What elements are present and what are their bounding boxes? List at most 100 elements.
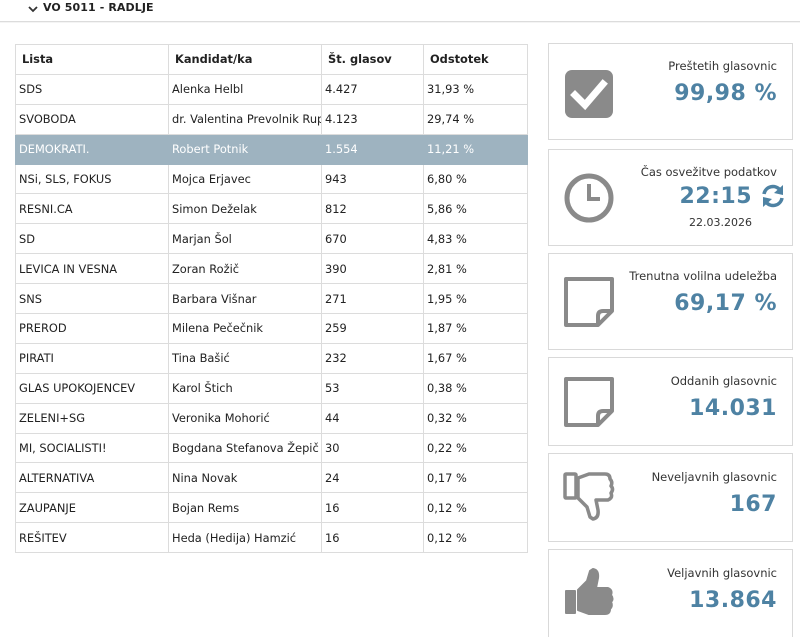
table-row: REŠITEV Heda (Hedija) Hamzić 16 0,12 % — [15, 522, 528, 554]
table-row: SDS Alenka Helbl 4.427 31,93 % — [15, 73, 528, 105]
cell-lista: MI, SOCIALISTI! — [15, 432, 169, 464]
column-header-kandidat: Kandidat/ka — [168, 44, 322, 75]
cell-kandidat: Tina Bašić — [168, 342, 322, 374]
cell-lista: SVOBODA — [15, 103, 169, 135]
cell-odstotek: 0,22 % — [423, 432, 528, 464]
cell-lista: NSi, SLS, FOKUS — [15, 163, 169, 195]
results-table: Lista Kandidat/ka Št. glasov Odstotek SD… — [15, 44, 528, 554]
counted-ballots-label: Preštetih glasovnic — [668, 59, 777, 73]
cell-odstotek: 0,17 % — [423, 462, 528, 494]
invalid-ballots-label: Neveljavnih glasovnic — [651, 470, 777, 484]
column-header-glasov: Št. glasov — [321, 44, 424, 75]
section-title: VO 5011 - RADLJE — [43, 1, 154, 14]
thumbs-up-icon — [565, 568, 614, 615]
table-row: NSi, SLS, FOKUS Mojca Erjavec 943 6,80 % — [15, 163, 528, 195]
cell-kandidat: Karol Štich — [168, 372, 322, 404]
refresh-time-card: Čas osvežitve podatkov 22:15 22.03.2026 — [548, 149, 793, 246]
cell-lista: RESNI.CA — [15, 193, 169, 225]
table-row: SNS Barbara Višnar 271 1,95 % — [15, 283, 528, 315]
refresh-icon[interactable] — [760, 183, 786, 209]
cell-lista: ZELENI+SG — [15, 402, 169, 434]
results-panel: Lista Kandidat/ka Št. glasov Odstotek SD… — [0, 23, 800, 637]
cell-kandidat: Robert Potnik — [168, 133, 322, 165]
cell-glasov: 24 — [321, 462, 424, 494]
cell-lista: SNS — [15, 283, 169, 315]
cell-kandidat: Heda (Hedija) Hamzić — [168, 522, 322, 554]
table-row: MI, SOCIALISTI! Bogdana Stefanova Žepič 30… — [15, 432, 528, 464]
cell-odstotek: 0,38 % — [423, 372, 528, 404]
cell-odstotek: 31,93 % — [423, 73, 528, 105]
invalid-ballots-card: Neveljavnih glasovnic 167 — [548, 453, 793, 542]
chevron-down-icon[interactable] — [26, 2, 40, 16]
refresh-time-value: 22:15 — [679, 184, 752, 209]
cell-odstotek: 11,21 % — [423, 133, 528, 165]
valid-ballots-card: Veljavnih glasovnic 13.864 — [548, 549, 793, 637]
cell-odstotek: 0,12 % — [423, 492, 528, 524]
cell-glasov: 390 — [321, 253, 424, 285]
table-header-row: Lista Kandidat/ka Št. glasov Odstotek — [15, 44, 528, 75]
cell-odstotek: 2,81 % — [423, 253, 528, 285]
cell-lista: SD — [15, 223, 169, 255]
cell-lista: LEVICA IN VESNA — [15, 253, 169, 285]
table-row: LEVICA IN VESNA Zoran Rožič 390 2,81 % — [15, 253, 528, 285]
table-row: RESNI.CA Simon Deželak 812 5,86 % — [15, 193, 528, 225]
cell-glasov: 259 — [321, 313, 424, 344]
cell-lista: DEMOKRATI. — [15, 133, 169, 165]
table-row: DEMOKRATI. Robert Potnik 1.554 11,21 % — [15, 133, 528, 165]
valid-ballots-label: Veljavnih glasovnic — [667, 566, 777, 580]
table-row: GLAS UPOKOJENCEV Karol Štich 53 0,38 % — [15, 372, 528, 404]
cell-kandidat: Bogdana Stefanova Žepič — [168, 432, 322, 464]
section-header[interactable]: VO 5011 - RADLJE — [0, 0, 800, 22]
cell-glasov: 30 — [321, 432, 424, 464]
table-row: SVOBODA dr. Valentina Prevolnik Rupel 4.12… — [15, 103, 528, 135]
cell-glasov: 670 — [321, 223, 424, 255]
counted-ballots-card: Preštetih glasovnic 99,98 % — [548, 43, 793, 140]
cast-ballots-label: Oddanih glasovnic — [670, 374, 777, 388]
note-icon — [564, 277, 614, 327]
cell-kandidat: Zoran Rožič — [168, 253, 322, 285]
cell-lista: ZAUPANJE — [15, 492, 169, 524]
table-row: ALTERNATIVA Nina Novak 24 0,17 % — [15, 462, 528, 494]
cell-glasov: 53 — [321, 372, 424, 404]
invalid-ballots-value: 167 — [729, 492, 777, 517]
table-row: ZAUPANJE Bojan Rems 16 0,12 % — [15, 492, 528, 524]
thumbs-down-icon — [563, 472, 615, 521]
cell-kandidat: dr. Valentina Prevolnik Rupel — [168, 103, 322, 135]
cell-glasov: 16 — [321, 492, 424, 524]
turnout-card: Trenutna volilna udeležba 69,17 % — [548, 253, 793, 350]
cell-glasov: 4.123 — [321, 103, 424, 135]
valid-ballots-value: 13.864 — [689, 588, 777, 613]
table-row: PREROD Milena Pečečnik 259 1,87 % — [15, 313, 528, 344]
cell-kandidat: Barbara Višnar — [168, 283, 322, 315]
turnout-label: Trenutna volilna udeležba — [629, 269, 777, 283]
cell-glasov: 943 — [321, 163, 424, 195]
cell-kandidat: Bojan Rems — [168, 492, 322, 524]
cell-kandidat: Veronika Mohorić — [168, 402, 322, 434]
cell-lista: SDS — [15, 73, 169, 105]
clock-icon — [564, 173, 614, 223]
refresh-date: 22.03.2026 — [689, 216, 752, 229]
cell-glasov: 16 — [321, 522, 424, 554]
cell-kandidat: Alenka Helbl — [168, 73, 322, 105]
cell-kandidat: Milena Pečečnik — [168, 313, 322, 344]
cell-odstotek: 0,32 % — [423, 402, 528, 434]
cell-glasov: 232 — [321, 342, 424, 374]
cell-kandidat: Simon Deželak — [168, 193, 322, 225]
column-header-lista: Lista — [15, 44, 169, 75]
cast-ballots-card: Oddanih glasovnic 14.031 — [548, 357, 793, 446]
cell-lista: PREROD — [15, 313, 169, 344]
cell-odstotek: 1,67 % — [423, 342, 528, 374]
cell-odstotek: 29,74 % — [423, 103, 528, 135]
cast-ballots-value: 14.031 — [689, 396, 777, 421]
checkbox-icon — [565, 70, 613, 118]
cell-lista: ALTERNATIVA — [15, 462, 169, 494]
table-row: PIRATI Tina Bašić 232 1,67 % — [15, 342, 528, 374]
cell-odstotek: 5,86 % — [423, 193, 528, 225]
cell-odstotek: 1,95 % — [423, 283, 528, 315]
cell-odstotek: 6,80 % — [423, 163, 528, 195]
note-icon — [564, 377, 614, 427]
turnout-value: 69,17 % — [674, 291, 777, 316]
cell-glasov: 271 — [321, 283, 424, 315]
cell-lista: REŠITEV — [15, 522, 169, 554]
cell-glasov: 1.554 — [321, 133, 424, 165]
